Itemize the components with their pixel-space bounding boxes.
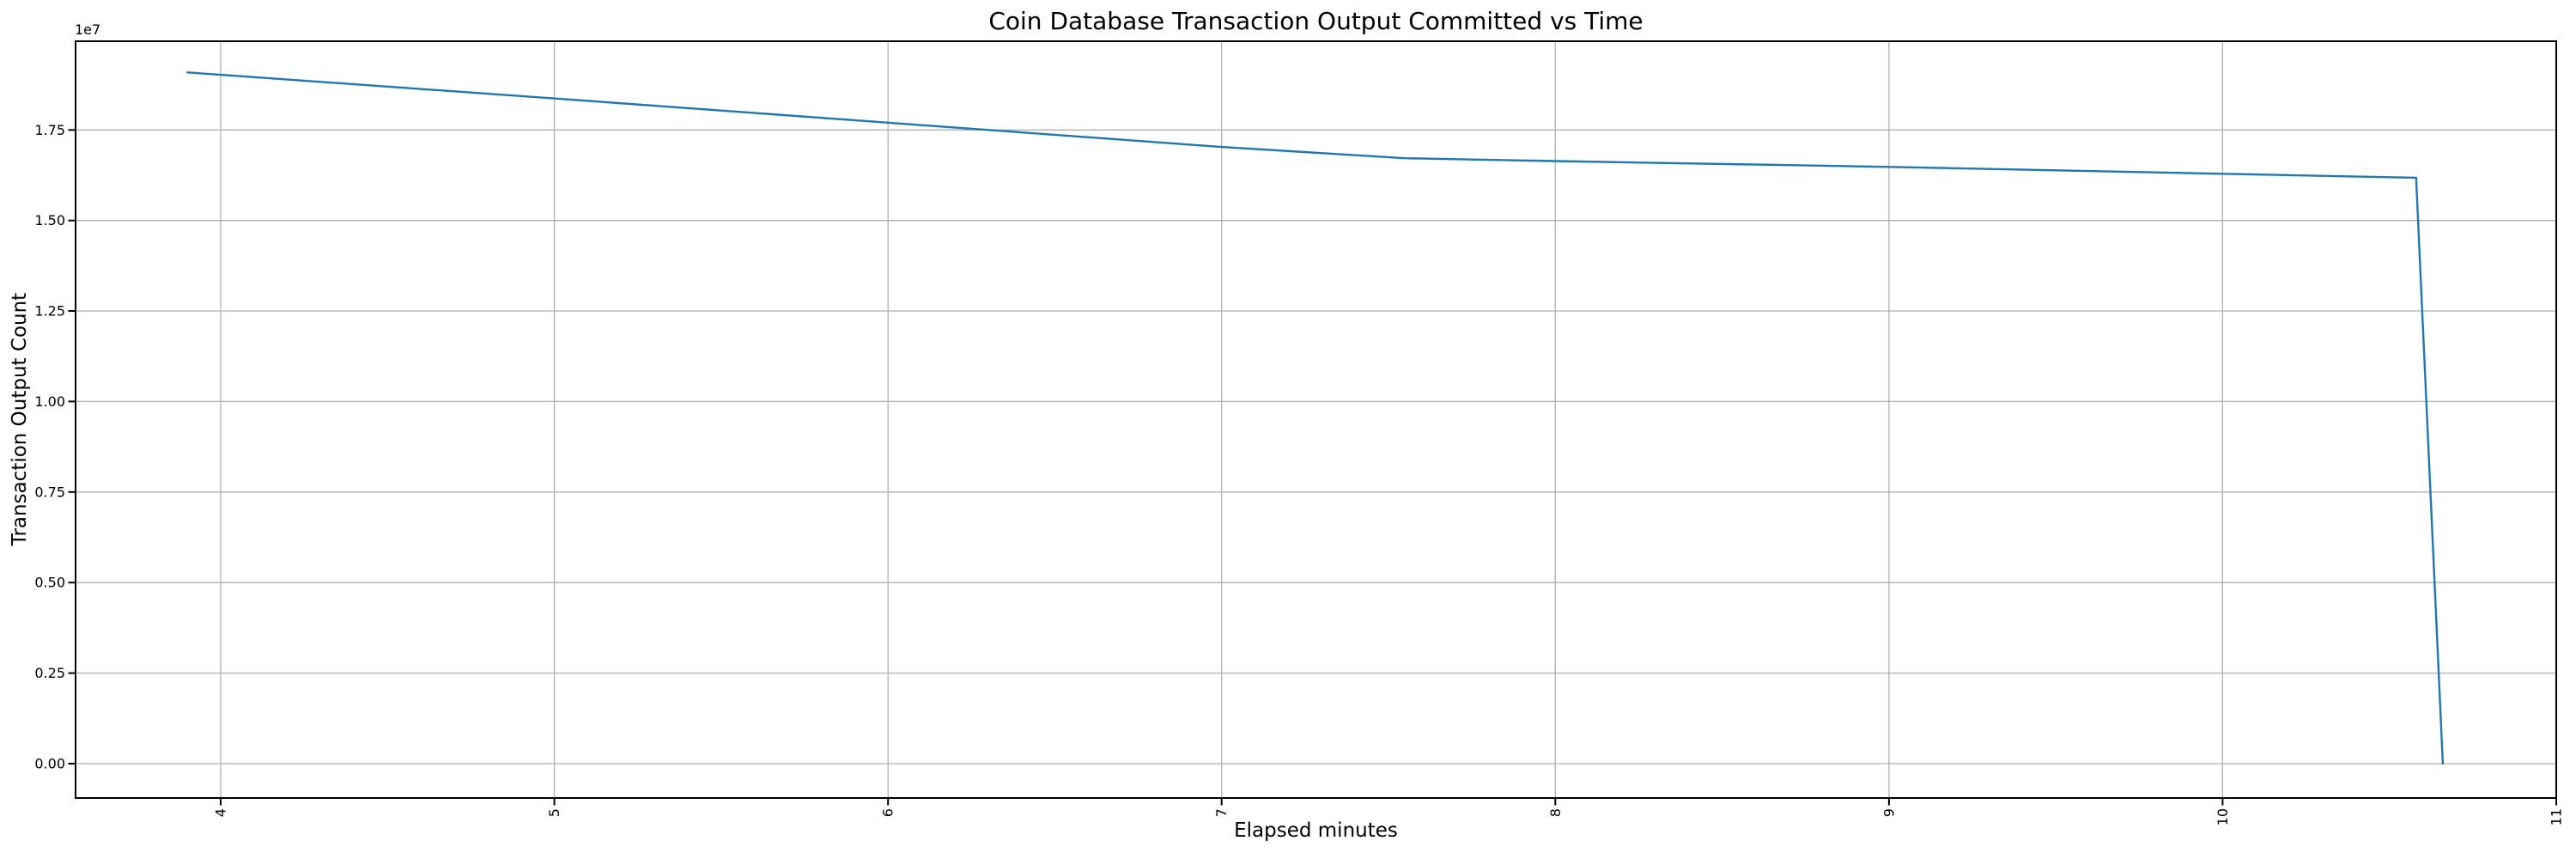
x-tick-label: 7 [1213, 808, 1230, 817]
x-tick-label: 11 [2549, 808, 2565, 825]
y-tick-label: 1.00 [34, 393, 65, 410]
x-tick-label: 8 [1547, 808, 1564, 817]
x-tick-label: 5 [546, 808, 562, 817]
data-line-transaction_output_committed [185, 71, 2445, 765]
y-axis-label: Transaction Output Count [9, 292, 31, 546]
x-tick-label: 10 [2215, 808, 2231, 825]
chart-title: Coin Database Transaction Output Committ… [988, 7, 1643, 35]
x-axis-label: Elapsed minutes [1234, 819, 1398, 842]
y-tick-label: 1.25 [34, 303, 65, 320]
y-tick-label: 1.75 [34, 122, 65, 138]
x-tick-label: 4 [213, 808, 229, 817]
y-tick-label: 0.25 [34, 665, 65, 681]
y-axis-offset-label: 1e7 [75, 21, 101, 38]
x-tick-label: 9 [1880, 808, 1897, 817]
y-tick-label: 0.50 [34, 575, 65, 591]
y-tick-label: 0.75 [34, 484, 65, 500]
plot-border [75, 40, 2557, 799]
y-tick-label: 1.50 [34, 212, 65, 228]
x-tick-label: 6 [880, 808, 896, 817]
y-tick-label: 0.00 [34, 756, 65, 772]
